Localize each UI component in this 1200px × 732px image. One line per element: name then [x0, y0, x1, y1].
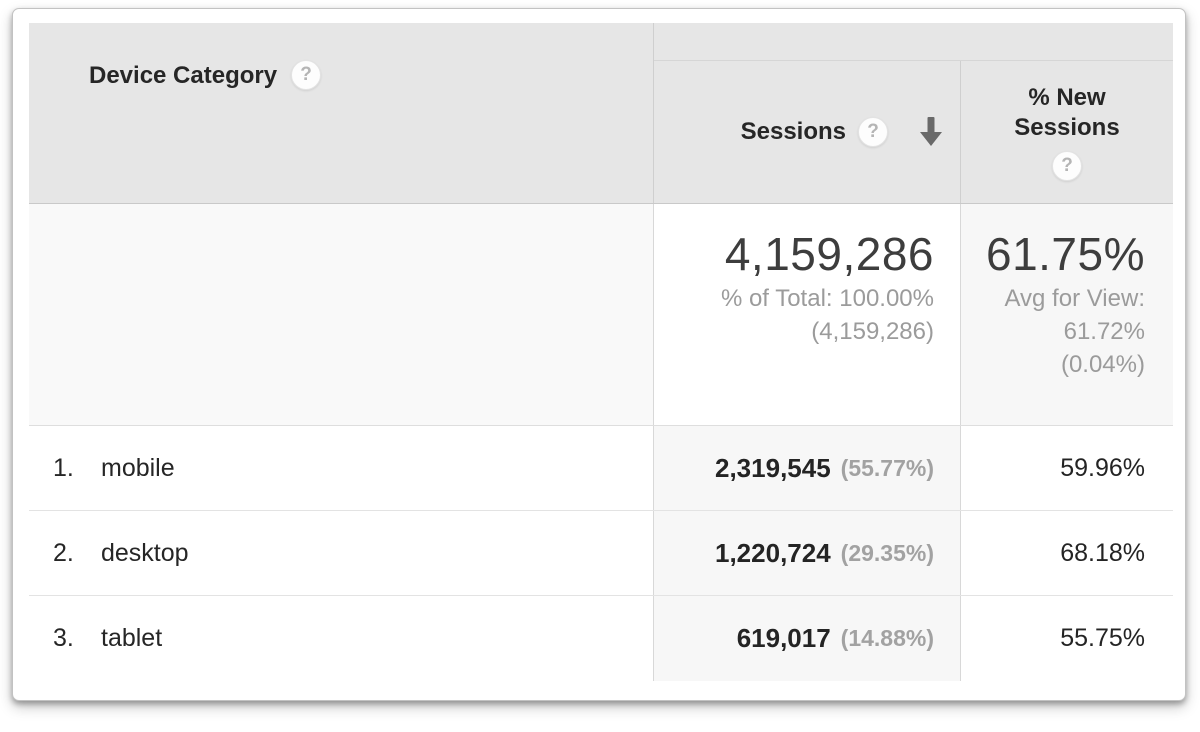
table-row: 3. tablet 619,017 (14.88%) 55.75% [29, 596, 1173, 681]
table-row: 1. mobile 2,319,545 (55.77%) 59.96% [29, 426, 1173, 511]
new-sessions-avg: 61.75% [985, 228, 1145, 280]
dimension-cell: 1. mobile [29, 426, 654, 510]
new-sessions-header-label: % New Sessions [1014, 84, 1120, 141]
sessions-value: 619,017 [736, 623, 831, 653]
sessions-total: 4,159,286 [724, 228, 934, 280]
summary-row: 4,159,286 % of Total: 100.00% (4,159,286… [29, 204, 1173, 426]
report-card: Device Category ? Sessions ? [12, 8, 1186, 701]
metric-group-strip [654, 23, 1173, 61]
dimension-header-label: Device Category [89, 62, 278, 89]
dimension-cell: 2. desktop [29, 511, 654, 595]
sessions-share: (14.88%) [840, 625, 934, 651]
sessions-value: 2,319,545 [715, 452, 831, 483]
new-sessions-avg-value: 61.72% [1063, 318, 1145, 345]
device-label[interactable]: desktop [101, 538, 189, 567]
sessions-cell: 619,017 (14.88%) [654, 596, 961, 681]
row-rank: 3. [53, 624, 74, 652]
sessions-header-cell[interactable]: Sessions ? [654, 61, 961, 203]
new-sessions-cell: 55.75% [961, 596, 1173, 681]
sessions-total-paren: (4,159,286) [811, 318, 934, 345]
help-icon[interactable]: ? [291, 60, 322, 90]
sessions-share: (55.77%) [840, 454, 934, 481]
metric-headers: Sessions ? % New Sessions ? [654, 23, 1173, 203]
sessions-cell: 2,319,545 (55.77%) [654, 426, 961, 510]
row-rank: 1. [53, 453, 74, 482]
new-sessions-delta: (0.04%) [1060, 351, 1145, 378]
new-sessions-avg-label: Avg for View: [1004, 285, 1145, 312]
sessions-header-label: Sessions [740, 118, 846, 145]
summary-new-sessions-cell: 61.75% Avg for View: 61.72% (0.04%) [961, 204, 1173, 425]
sessions-cell: 1,220,724 (29.35%) [654, 511, 961, 595]
new-sessions-cell: 68.18% [961, 511, 1173, 595]
sessions-share: (29.35%) [840, 539, 934, 566]
device-label[interactable]: tablet [101, 624, 163, 652]
table-header: Device Category ? Sessions ? [29, 23, 1173, 204]
row-rank: 2. [53, 538, 74, 567]
new-sessions-value: 55.75% [1060, 624, 1145, 652]
device-label[interactable]: mobile [101, 453, 175, 482]
help-icon[interactable]: ? [1052, 151, 1082, 181]
new-sessions-cell: 59.96% [961, 426, 1173, 510]
new-sessions-value: 68.18% [1060, 538, 1145, 567]
summary-dimension-cell [29, 204, 654, 425]
sort-descending-arrow-icon [918, 116, 944, 148]
sessions-pct-of-total: % of Total: 100.00% [720, 285, 934, 312]
summary-sessions-cell: 4,159,286 % of Total: 100.00% (4,159,286… [654, 204, 961, 425]
new-sessions-value: 59.96% [1060, 453, 1145, 482]
table-row: 2. desktop 1,220,724 (29.35%) 68.18% [29, 511, 1173, 596]
sessions-value: 1,220,724 [715, 537, 831, 568]
help-icon[interactable]: ? [858, 117, 888, 147]
device-category-table: Device Category ? Sessions ? [29, 23, 1173, 683]
new-sessions-header-cell[interactable]: % New Sessions ? [961, 61, 1173, 203]
metric-header-row: Sessions ? % New Sessions ? [654, 61, 1173, 203]
dimension-header-cell[interactable]: Device Category ? [29, 23, 654, 203]
dimension-cell: 3. tablet [29, 596, 654, 681]
